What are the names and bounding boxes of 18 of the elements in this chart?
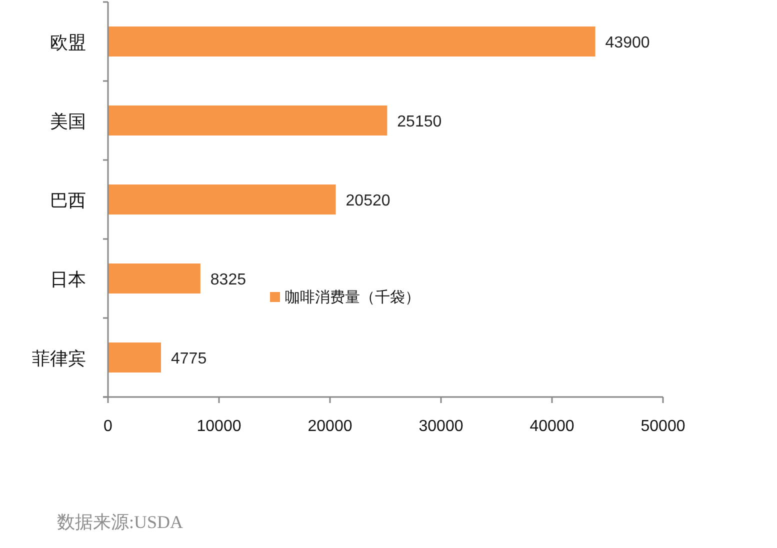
x-tick-label: 40000 xyxy=(530,418,574,435)
y-tick-label: 日本 xyxy=(50,270,86,290)
x-tick-label: 0 xyxy=(104,418,113,435)
legend-label: 咖啡消费量（千袋） xyxy=(285,289,420,306)
data-label: 20520 xyxy=(346,192,390,210)
data-label: 43900 xyxy=(605,34,650,52)
x-tick-label: 50000 xyxy=(640,418,686,435)
y-tick-label: 巴西 xyxy=(50,190,86,210)
data-label: 8325 xyxy=(210,272,246,288)
x-tick-label: 10000 xyxy=(196,418,242,435)
y-tick-label: 美国 xyxy=(50,112,86,132)
x-tick-label: 30000 xyxy=(418,418,464,435)
source-note: 数据来源:USDA xyxy=(57,512,184,532)
y-tick-label: 欧盟 xyxy=(50,32,86,52)
x-tick-label: 20000 xyxy=(308,418,352,435)
y-tick-label: 菲律宾 xyxy=(32,348,86,368)
data-label: 25150 xyxy=(397,114,442,130)
data-label: 4775 xyxy=(171,350,207,368)
